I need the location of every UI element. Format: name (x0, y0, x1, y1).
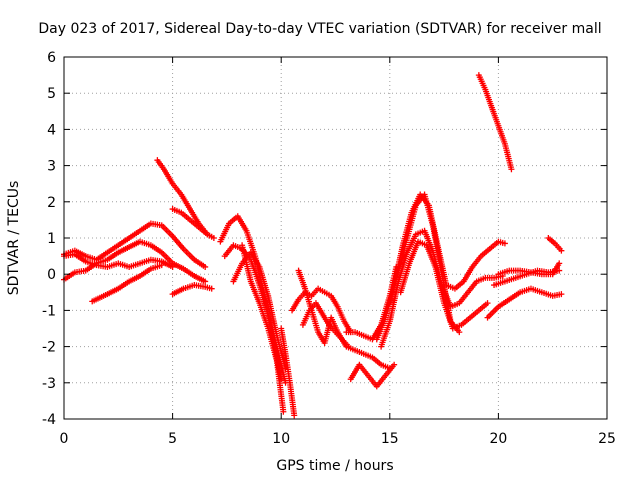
data-point (556, 260, 563, 267)
x-tick-label: 20 (489, 431, 507, 447)
y-tick-label: 0 (47, 267, 56, 283)
series-track-14 (289, 285, 354, 336)
x-tick-label: 10 (272, 431, 290, 447)
series-track-4 (89, 262, 165, 305)
series-track-7 (169, 282, 215, 298)
x-axis-label: GPS time / hours (276, 458, 393, 474)
data-points (61, 72, 565, 419)
series-track-26 (545, 235, 565, 254)
data-point (484, 300, 491, 307)
x-tick-label: 5 (168, 431, 177, 447)
data-point (558, 247, 565, 254)
series-track-11 (239, 242, 287, 415)
y-tick-label: 2 (47, 195, 56, 211)
data-point (558, 291, 565, 298)
y-tick-label: 5 (47, 86, 56, 102)
axis-ticks: 0 5 10 15 20 25 -4 -3 -2 -1 0 1 2 3 4 5 6 (42, 50, 616, 447)
data-point (158, 262, 165, 269)
series-track-6 (169, 206, 217, 241)
series-track-25 (484, 285, 565, 321)
data-point (202, 263, 209, 270)
series-track-22 (475, 72, 515, 173)
y-axis-label: SDTVAR / TECUs (6, 181, 22, 296)
series-track-16 (347, 361, 398, 390)
y-tick-label: -2 (42, 340, 56, 356)
y-tick-label: 3 (47, 159, 56, 175)
data-point (202, 278, 209, 285)
series-track-24 (491, 267, 563, 289)
x-tick-label: 15 (381, 431, 399, 447)
x-tick-label: 25 (598, 431, 616, 447)
data-point (280, 408, 287, 415)
data-point (345, 343, 352, 350)
data-point (208, 285, 215, 292)
data-point (210, 235, 217, 241)
y-tick-label: 6 (47, 50, 56, 66)
data-point (456, 329, 463, 336)
data-point (391, 361, 398, 368)
data-point (169, 263, 176, 270)
y-tick-label: -4 (42, 412, 56, 428)
series-track-21 (397, 238, 491, 332)
chart-title: Day 023 of 2017, Sidereal Day-to-day VTE… (38, 21, 601, 37)
series-track-12 (278, 325, 298, 419)
data-point (556, 267, 563, 274)
data-point (291, 412, 298, 419)
series-track-15 (299, 300, 352, 350)
series-track-2 (61, 238, 209, 285)
x-tick-label: 0 (60, 431, 69, 447)
y-tick-label: -1 (42, 303, 56, 319)
y-tick-label: -3 (42, 376, 56, 392)
y-tick-label: 4 (47, 122, 56, 138)
data-point (501, 240, 508, 247)
data-point (508, 166, 515, 173)
series-track-10 (230, 249, 289, 372)
y-tick-label: 1 (47, 231, 56, 247)
